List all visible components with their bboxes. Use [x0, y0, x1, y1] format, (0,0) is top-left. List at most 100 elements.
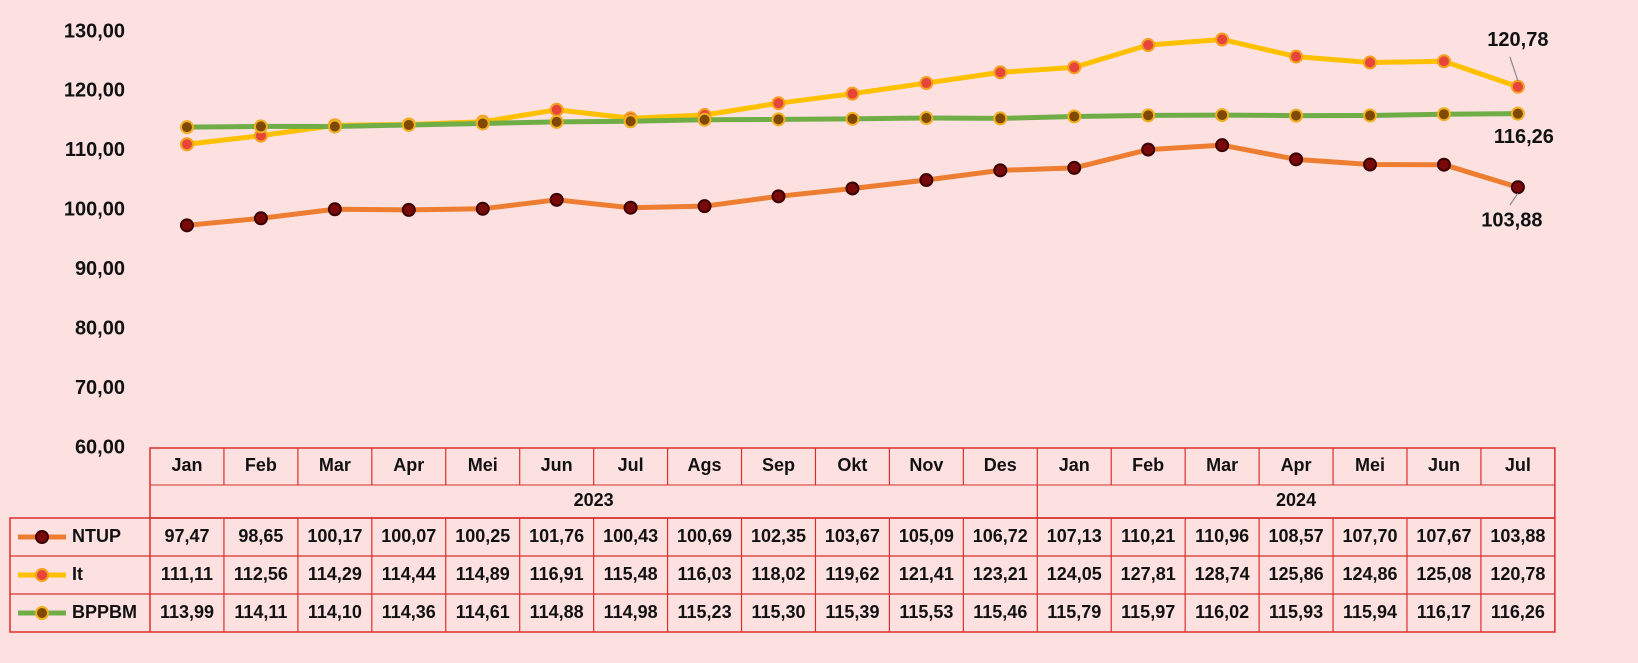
table-cell: 110,21	[1121, 526, 1175, 546]
table-cell: 115,48	[604, 564, 658, 584]
marker	[1141, 108, 1156, 123]
y-tick-label: 130,00	[64, 20, 125, 42]
table-frame	[9, 517, 1556, 633]
leader-line	[1509, 192, 1519, 206]
table-cell: 103,67	[825, 526, 880, 546]
marker	[1141, 142, 1156, 157]
y-tick-label: 90,00	[75, 258, 125, 280]
marker	[179, 120, 194, 135]
marker	[253, 119, 268, 134]
marker	[549, 102, 564, 117]
x-tick-label: Jul	[618, 455, 644, 475]
marker	[993, 163, 1008, 178]
table-cell: 115,23	[678, 602, 732, 622]
marker	[771, 112, 786, 127]
marker	[475, 201, 490, 216]
legend-marker	[35, 568, 49, 582]
data-label: 116,26	[1494, 126, 1554, 148]
marker	[1436, 54, 1451, 69]
y-tick-label: 120,00	[64, 80, 125, 102]
y-tick-label: 60,00	[75, 436, 125, 458]
table-cell: 100,25	[455, 526, 510, 546]
table-cell: 116,91	[530, 564, 584, 584]
x-tick-label: Feb	[1132, 455, 1164, 475]
marker	[771, 189, 786, 204]
x-tick-label: Ags	[688, 455, 722, 475]
x-tick-label: Des	[984, 455, 1017, 475]
y-tick-label: 70,00	[75, 377, 125, 399]
marker	[993, 65, 1008, 80]
table-cell: 107,67	[1416, 526, 1471, 546]
marker	[1289, 49, 1304, 64]
table-cell: 116,17	[1417, 602, 1471, 622]
marker	[1215, 138, 1230, 153]
marker	[1510, 106, 1525, 121]
table-cell: 115,93	[1269, 602, 1323, 622]
table-cell: 124,05	[1047, 564, 1102, 584]
legend-marker	[35, 530, 49, 544]
table-cell: 114,61	[456, 602, 510, 622]
x-tick-label: Jan	[1059, 455, 1090, 475]
table-cell: 125,08	[1416, 564, 1471, 584]
marker	[845, 86, 860, 101]
marker	[919, 110, 934, 125]
data-label: 103,88	[1481, 210, 1542, 232]
table-cell: 120,78	[1490, 564, 1545, 584]
y-tick-label: 100,00	[64, 199, 125, 221]
table-cell: 124,86	[1342, 564, 1397, 584]
x-tick-label: Apr	[393, 455, 424, 475]
y-tick-label: 110,00	[65, 139, 125, 161]
legend-label: NTUP	[72, 526, 121, 546]
table-cell: 105,09	[899, 526, 954, 546]
table-cell: 100,43	[603, 526, 658, 546]
table-cell: 119,62	[825, 564, 879, 584]
x-tick-label: Apr	[1281, 455, 1312, 475]
table-cell: 114,29	[308, 564, 362, 584]
marker	[993, 111, 1008, 126]
marker	[1289, 152, 1304, 167]
marker	[1510, 180, 1525, 195]
table-cell: 100,17	[307, 526, 362, 546]
table-cell: 100,07	[381, 526, 436, 546]
marker	[845, 181, 860, 196]
x-tick-label: Okt	[837, 455, 867, 475]
table-cell: 114,89	[456, 564, 510, 584]
table-cell: 116,02	[1195, 602, 1249, 622]
marker	[623, 200, 638, 215]
marker	[401, 202, 416, 217]
x-tick-label: Jul	[1505, 455, 1531, 475]
table-cell: 116,03	[678, 564, 732, 584]
table-cell: 127,81	[1121, 564, 1176, 584]
table-cell: 111,11	[161, 564, 213, 584]
table-cell: 110,96	[1195, 526, 1249, 546]
marker	[845, 111, 860, 126]
table-cell: 107,70	[1342, 526, 1397, 546]
marker	[1067, 109, 1082, 124]
marker	[1363, 55, 1378, 70]
x-tick-label: Jun	[1428, 455, 1460, 475]
table-cell: 106,72	[973, 526, 1028, 546]
table-cell: 115,94	[1343, 602, 1397, 622]
marker	[549, 192, 564, 207]
table-cell: 118,02	[751, 564, 805, 584]
x-tick-label: Mei	[468, 455, 498, 475]
table-cell: 121,41	[899, 564, 954, 584]
table-cell: 128,74	[1195, 564, 1250, 584]
marker	[1363, 157, 1378, 172]
data-label: 120,78	[1487, 29, 1548, 51]
legend-label: BPPBM	[72, 602, 137, 622]
table-cell: 98,65	[238, 526, 283, 546]
table-cell: 115,53	[899, 602, 953, 622]
x-tick-label: Nov	[909, 455, 943, 475]
table-cell: 107,13	[1047, 526, 1102, 546]
marker	[253, 211, 268, 226]
table-cell: 102,35	[751, 526, 806, 546]
table-cell: 115,39	[825, 602, 879, 622]
table-cell: 123,21	[973, 564, 1028, 584]
table-cell: 113,99	[160, 602, 214, 622]
marker	[1067, 60, 1082, 75]
marker	[179, 218, 194, 233]
table-cell: 114,36	[382, 602, 436, 622]
marker	[1510, 79, 1525, 94]
